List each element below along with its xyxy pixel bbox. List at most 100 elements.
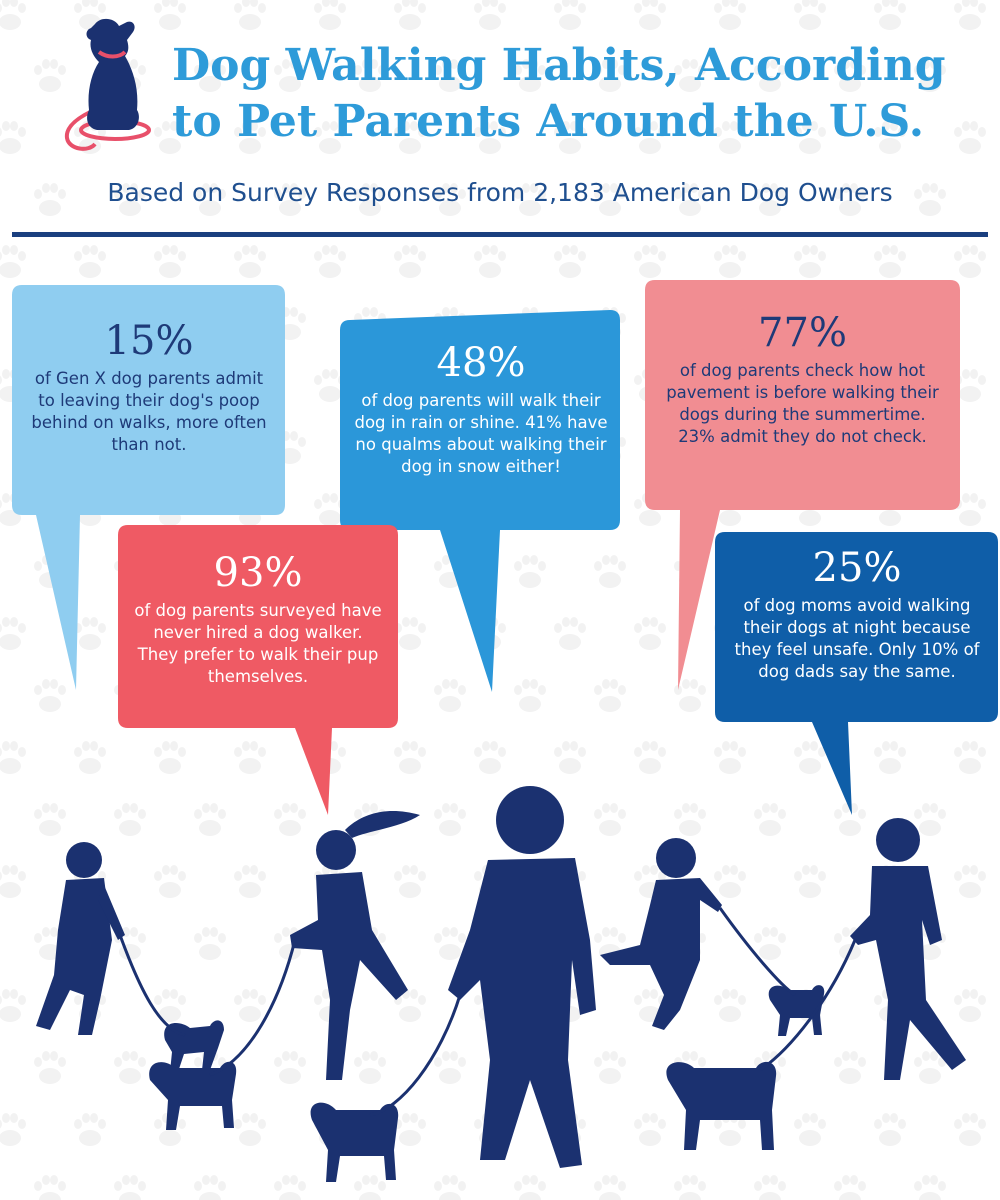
paw-print-icon [954, 245, 986, 278]
paw-print-icon [914, 1175, 946, 1200]
walker-woman-3-icon [850, 818, 966, 1080]
paw-print-icon [0, 0, 26, 30]
paw-print-icon [674, 803, 706, 836]
paw-print-icon [554, 121, 586, 154]
paw-print-icon [514, 679, 546, 712]
paw-print-icon [114, 183, 146, 216]
paw-print-icon [234, 989, 266, 1022]
paw-print-icon [154, 865, 186, 898]
paw-print-icon [514, 555, 546, 588]
paw-print-icon [754, 1175, 786, 1200]
paw-print-icon [74, 741, 106, 774]
paw-print-icon [874, 0, 906, 30]
dog-medium-3-icon [666, 1061, 777, 1150]
stat-text: of dog parents will walk their dog in ra… [354, 391, 608, 476]
paw-print-icon [954, 741, 986, 774]
leash-2 [209, 939, 297, 1077]
paw-print-icon [394, 121, 426, 154]
paw-print-icon [0, 617, 26, 650]
stat-text: of Gen X dog parents admit to leaving th… [31, 369, 267, 454]
paw-print-icon [194, 927, 226, 960]
paw-print-icon [314, 121, 346, 154]
paw-print-icon [274, 183, 306, 216]
stat-value: 77% [758, 310, 847, 356]
paw-print-icon [874, 741, 906, 774]
paw-print-icon [714, 121, 746, 154]
paw-print-icon [274, 1051, 306, 1084]
paw-print-icon [74, 1113, 106, 1146]
title-line-2: to Pet Parents Around the U.S. [172, 96, 925, 147]
paw-print-icon [634, 741, 666, 774]
paw-print-icon [154, 1113, 186, 1146]
paw-print-icon [594, 59, 626, 92]
paw-print-icon [594, 1175, 626, 1200]
paw-print-icon [434, 1051, 466, 1084]
paw-print-icon [674, 1175, 706, 1200]
paw-print-icon [434, 183, 466, 216]
leash-3 [369, 994, 462, 1117]
paw-print-icon [714, 865, 746, 898]
paw-print-icon [834, 1175, 866, 1200]
title-line-1: Dog Walking Habits, According [172, 40, 946, 91]
paw-print-icon [0, 121, 26, 154]
paw-print-icon [234, 121, 266, 154]
paw-print-icon [354, 59, 386, 92]
stat-card: 48% of dog parents will walk their dog i… [352, 340, 610, 478]
paw-print-icon [354, 1051, 386, 1084]
paw-print-icon [274, 1175, 306, 1200]
paw-print-icon [0, 989, 26, 1022]
paw-print-icon [154, 245, 186, 278]
paw-print-icon [474, 741, 506, 774]
paw-print-icon [954, 369, 986, 402]
stat-card: 15% of Gen X dog parents admit to leavin… [26, 318, 272, 456]
paw-print-icon [714, 989, 746, 1022]
paw-print-icon [34, 1175, 66, 1200]
paw-print-icon [234, 865, 266, 898]
paw-print-icon [634, 1113, 666, 1146]
paw-print-icon [154, 989, 186, 1022]
stat-text: of dog parents surveyed have never hired… [134, 601, 382, 686]
paw-print-icon [954, 989, 986, 1022]
paw-print-icon [874, 121, 906, 154]
paw-print-icon [234, 1113, 266, 1146]
paw-print-icon [874, 1113, 906, 1146]
dog-medium-1-icon [149, 1061, 237, 1130]
paw-print-icon [594, 555, 626, 588]
paw-print-icon [594, 803, 626, 836]
paw-print-icon [834, 183, 866, 216]
paw-print-icon [754, 183, 786, 216]
paw-print-icon [794, 865, 826, 898]
leash-5 [759, 939, 857, 1072]
paw-print-icon [874, 245, 906, 278]
paw-print-icon [314, 245, 346, 278]
paw-print-icon [634, 617, 666, 650]
paw-print-icon [434, 59, 466, 92]
paw-print-icon [34, 59, 66, 92]
paw-print-icon [554, 0, 586, 30]
paw-print-icon [394, 617, 426, 650]
paw-print-icon [634, 0, 666, 30]
paw-print-icon [234, 741, 266, 774]
paw-print-icon [554, 617, 586, 650]
bubble-77 [645, 280, 960, 690]
paw-print-icon [354, 1175, 386, 1200]
paw-print-icon [954, 121, 986, 154]
paw-print-icon [434, 1175, 466, 1200]
stat-card: 93% of dog parents surveyed have never h… [132, 550, 384, 688]
paw-print-icon [754, 803, 786, 836]
paw-print-icon [474, 245, 506, 278]
paw-print-icon [794, 0, 826, 30]
paw-print-icon [194, 1175, 226, 1200]
paw-print-icon [954, 0, 986, 30]
paw-print-icon [514, 1175, 546, 1200]
paw-print-icon [394, 865, 426, 898]
paw-print-icon [0, 865, 26, 898]
paw-print-icon [834, 1051, 866, 1084]
stat-card: 25% of dog moms avoid walking their dogs… [728, 545, 986, 683]
paw-print-icon [114, 803, 146, 836]
paw-print-icon [914, 1051, 946, 1084]
paw-print-icon [554, 245, 586, 278]
paw-print-icon [954, 865, 986, 898]
